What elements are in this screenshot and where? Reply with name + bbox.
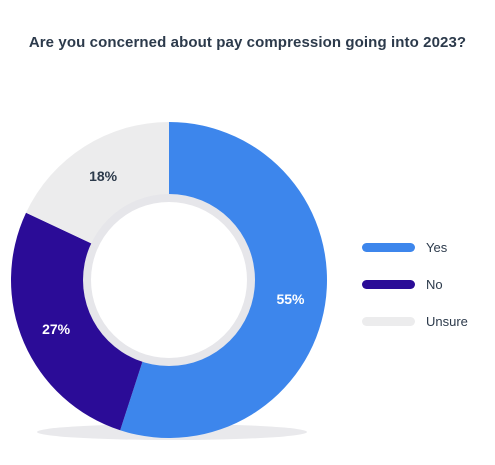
legend-label: Yes: [426, 240, 448, 255]
chart-title: Are you concerned about pay compression …: [28, 34, 467, 51]
data-label-unsure: 18%: [89, 168, 118, 184]
legend-swatch: [362, 317, 415, 326]
legend-swatch: [362, 280, 415, 289]
legend-label: Unsure: [426, 314, 468, 329]
slice-unsure: [26, 122, 170, 247]
data-label-yes: 55%: [276, 291, 305, 307]
slice-no: [10, 212, 145, 431]
donut-hole: [91, 202, 247, 358]
legend-swatch: [362, 243, 415, 252]
data-label-no: 27%: [42, 321, 71, 337]
legend-label: No: [426, 277, 443, 292]
